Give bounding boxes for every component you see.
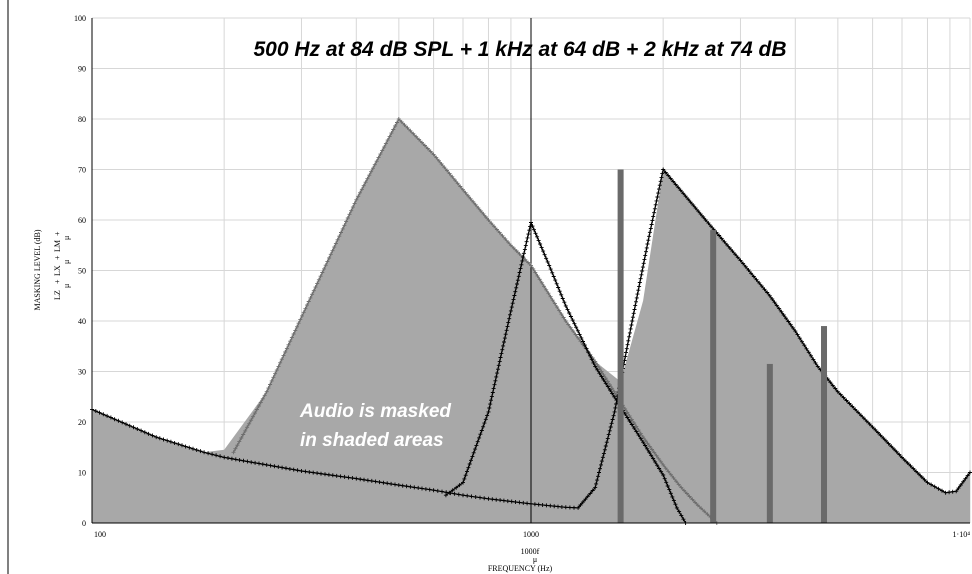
chart-title: 500 Hz at 84 dB SPL + 1 kHz at 64 dB + 2… [254, 38, 787, 61]
y-tick-label: 0 [82, 519, 86, 528]
y-tick-label: 40 [78, 317, 86, 326]
annotation-line-2: in shaded areas [300, 430, 444, 451]
legend-lm-marker: + [53, 231, 62, 236]
x-tick-labels: 100 1000 1·10⁴ [94, 530, 970, 539]
y-axis-label: MASKING LEVEL (dB) [33, 229, 42, 310]
y-tick-label: 10 [78, 469, 86, 478]
probe-bar [710, 230, 717, 523]
legend-lm-label: LM [53, 240, 62, 252]
axes [91, 18, 970, 524]
curves [90, 117, 972, 525]
x-axis-label-sub: μ [533, 555, 537, 564]
series-markers-1 [231, 117, 719, 525]
legend-lx-label: LX [53, 265, 62, 276]
x-axis-label-top: 1000f [521, 547, 540, 556]
y-tick-label: 20 [78, 418, 86, 427]
annotation-line-1: Audio is masked [299, 401, 451, 422]
x-tick-label: 1000 [523, 530, 539, 539]
legend-lx-marker: + [53, 255, 62, 260]
y-tick-label: 90 [78, 65, 86, 74]
x-axis-label: FREQUENCY (Hz) [488, 564, 553, 573]
legend-lm-sub: μ [62, 236, 71, 240]
probe-bar [821, 326, 828, 523]
y-tick-label: 30 [78, 368, 86, 377]
probe-bar [617, 169, 624, 523]
legend-lz-marker: + [53, 279, 62, 284]
y-tick-label: 60 [78, 216, 86, 225]
y-tick-label: 50 [78, 267, 86, 276]
legend-lx-sub: μ [62, 260, 71, 264]
y-tick-labels: 0 10 20 30 40 50 60 70 80 90 100 [74, 14, 86, 528]
legend-lz-sub: μ [62, 284, 71, 288]
y-tick-label: 80 [78, 115, 86, 124]
y-tick-label: 100 [74, 14, 86, 23]
legend-lz-label: LZ [53, 290, 62, 300]
y-tick-label: 70 [78, 166, 86, 175]
probe-bars [617, 169, 828, 523]
x-tick-label: 1·10⁴ [953, 530, 971, 539]
legend: LM μ + LX μ + LZ μ + [53, 231, 71, 300]
probe-bar [766, 363, 773, 523]
x-tick-label: 100 [94, 530, 106, 539]
